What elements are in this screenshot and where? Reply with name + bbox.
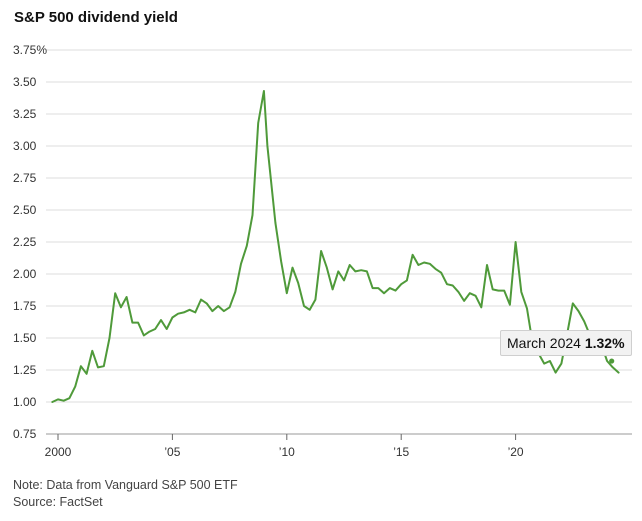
x-tick-label: 2000 <box>45 445 72 459</box>
y-tick-label: 1.75 <box>13 299 37 313</box>
x-tick-label: ’20 <box>508 445 524 459</box>
y-tick-label: 3.00 <box>13 139 37 153</box>
annotation-point-marker <box>609 358 615 364</box>
x-tick-label: ’15 <box>393 445 409 459</box>
y-tick-label: 1.50 <box>13 331 37 345</box>
y-tick-label: 2.75 <box>13 171 37 185</box>
y-tick-label: 0.75 <box>13 427 37 441</box>
x-tick-label: ’10 <box>279 445 295 459</box>
y-tick-label: 1.00 <box>13 395 37 409</box>
annotation-callout: March 2024 1.32% <box>500 330 632 356</box>
y-tick-label: 1.25 <box>13 363 37 377</box>
annotation-value-label: 1.32% <box>584 335 625 351</box>
y-tick-label: 2.00 <box>13 267 37 281</box>
y-tick-label: 2.50 <box>13 203 37 217</box>
y-tick-label: 2.25 <box>13 235 37 249</box>
line-chart: 0.75 1.00 1.25 1.50 1.75 2.00 2.25 2.50 2.75 3.00… <box>13 43 632 459</box>
y-tick-label: 3.75% <box>13 43 47 57</box>
chart-title: S&P 500 dividend yield <box>14 9 178 26</box>
gridlines <box>46 49 632 435</box>
series-line-dividend-yield <box>51 90 620 403</box>
y-tick-label: 3.50 <box>13 75 37 89</box>
x-tick-label: ’05 <box>164 445 180 459</box>
y-axis-ticks: 0.75 1.00 1.25 1.50 1.75 2.00 2.25 2.50 2.75 3.00… <box>13 43 47 441</box>
footer-note: Note: Data from Vanguard S&P 500 ETF <box>13 478 238 492</box>
x-axis-ticks: 2000 ’05 ’10 ’15 ’20 <box>45 434 524 459</box>
y-tick-label: 3.25 <box>13 107 37 121</box>
annotation-date-label: March 2024 <box>507 335 581 351</box>
footer-source: Source: FactSet <box>13 495 103 509</box>
